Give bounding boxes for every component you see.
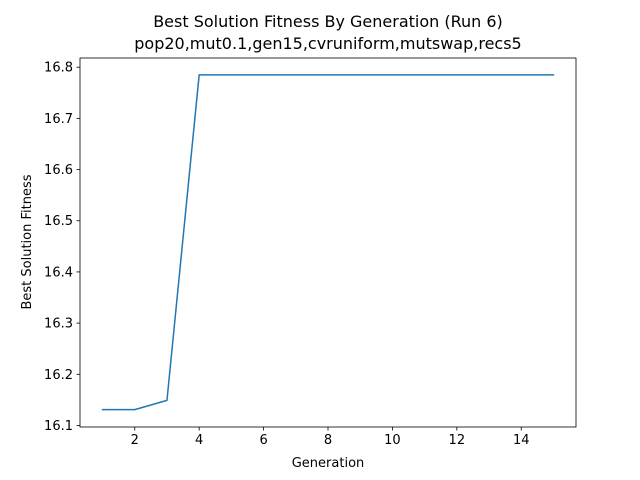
chart-title: Best Solution Fitness By Generation (Run… bbox=[153, 12, 503, 31]
x-tick-label: 6 bbox=[259, 433, 267, 448]
x-tick-label: 10 bbox=[384, 433, 401, 448]
x-tick-label: 8 bbox=[324, 433, 332, 448]
y-tick-label: 16.2 bbox=[44, 368, 73, 383]
x-tick-label: 12 bbox=[449, 433, 466, 448]
x-tick-label: 4 bbox=[195, 433, 203, 448]
y-tick-label: 16.5 bbox=[44, 214, 73, 229]
y-tick-label: 16.1 bbox=[44, 419, 73, 434]
y-axis-label: Best Solution Fitness bbox=[20, 174, 35, 309]
series-line-1 bbox=[101, 74, 555, 411]
y-tick-label: 16.8 bbox=[44, 61, 73, 76]
x-tick-label: 14 bbox=[513, 433, 530, 448]
plot-area: 2 4 6 8 10 12 14 16.1 16.2 16.3 16.4 16.5 16.6 16.7 16… bbox=[44, 57, 577, 448]
y-tick-label: 16.4 bbox=[44, 265, 73, 280]
y-tick-label: 16.7 bbox=[44, 112, 73, 127]
x-axis-label: Generation bbox=[292, 456, 365, 471]
y-tick-label: 16.3 bbox=[44, 317, 73, 332]
x-tick-label: 2 bbox=[131, 433, 139, 448]
chart-subtitle: pop20,mut0.1,gen15,cvruniform,mutswap,re… bbox=[134, 34, 521, 53]
y-tick-label: 16.6 bbox=[44, 163, 73, 178]
